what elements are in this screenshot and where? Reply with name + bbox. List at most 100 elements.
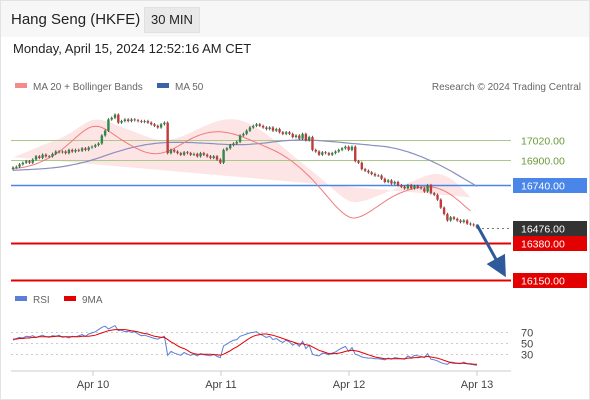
candle-body xyxy=(324,152,327,154)
candle-body xyxy=(44,154,48,157)
candle-body xyxy=(156,125,159,128)
candle-body xyxy=(133,119,136,121)
x-tick-label: Apr 13 xyxy=(461,379,493,391)
candle-body xyxy=(248,127,252,131)
timeframe-selector[interactable]: 30 MIN xyxy=(144,7,200,33)
rsi-ma-legend-swatch xyxy=(64,296,76,301)
level-tag-support xyxy=(513,236,587,251)
level-value: 16476.00 xyxy=(521,224,565,236)
candle-body xyxy=(373,173,377,176)
candle-body xyxy=(396,181,400,186)
candle-body xyxy=(275,129,278,131)
bollinger-legend-swatch xyxy=(15,83,27,88)
candle-body xyxy=(186,152,189,154)
candle-body xyxy=(94,145,97,147)
candle-body xyxy=(107,119,110,131)
candle-body xyxy=(294,135,298,138)
forecast-arrow xyxy=(475,224,506,278)
candle-body xyxy=(219,159,222,163)
candle-body xyxy=(423,188,426,192)
bollinger-legend-label: MA 20 + Bollinger Bands xyxy=(33,82,143,93)
candle-body xyxy=(202,153,206,155)
level-tag-last xyxy=(513,221,587,236)
candle-body xyxy=(123,119,127,122)
candle-body xyxy=(140,121,143,122)
candle-body xyxy=(311,137,314,150)
candle-body xyxy=(265,127,268,130)
candle-body xyxy=(472,224,475,226)
candle-body xyxy=(41,154,44,158)
rsi-tick-label: 50 xyxy=(521,339,533,351)
candle-body xyxy=(419,187,423,189)
candle-body xyxy=(380,175,383,179)
candle-body xyxy=(452,217,456,219)
candle-body xyxy=(367,170,370,173)
candle-body xyxy=(28,161,31,163)
candle-body xyxy=(377,175,380,177)
candle-body xyxy=(196,153,199,157)
candle-body xyxy=(222,149,225,163)
x-tick-label: Apr 10 xyxy=(77,379,109,391)
candle-body xyxy=(469,223,472,225)
candle-body xyxy=(228,145,232,149)
candle-body xyxy=(301,133,304,139)
instrument-title: Hang Seng (HKFE) xyxy=(11,11,141,28)
level-tag-pivot xyxy=(513,178,587,193)
candle-body xyxy=(433,193,436,195)
candle-body xyxy=(153,124,156,126)
candle-body xyxy=(347,146,350,150)
candle-body xyxy=(103,130,107,136)
candle-body xyxy=(173,149,176,152)
candle-body xyxy=(291,133,294,138)
candle-body xyxy=(15,166,18,168)
candle-body xyxy=(331,153,334,155)
level-value: 16900.00 xyxy=(521,156,565,168)
candle-body xyxy=(18,164,21,167)
candle-body xyxy=(446,214,449,221)
candle-body xyxy=(439,199,443,208)
candle-body xyxy=(146,121,150,123)
chart-datetime: Monday, April 15, 2024 12:52:16 AM CET xyxy=(13,41,252,56)
candle-body xyxy=(413,185,416,189)
candle-body xyxy=(126,119,130,122)
candle-body xyxy=(215,156,219,160)
candle-body xyxy=(21,162,25,165)
candle-body xyxy=(100,135,104,144)
level-value: 16150.00 xyxy=(521,276,565,288)
candle-body xyxy=(354,146,357,162)
candle-body xyxy=(209,156,212,158)
candle-body xyxy=(393,181,396,184)
candle-body xyxy=(281,132,285,134)
candle-body xyxy=(130,119,133,122)
candle-body xyxy=(360,162,364,170)
candle-body xyxy=(54,151,57,154)
candle-body xyxy=(252,125,255,128)
candle-body xyxy=(400,185,403,187)
candle-body xyxy=(225,148,229,150)
x-tick-label: Apr 11 xyxy=(205,379,237,391)
level-tag-support xyxy=(513,273,587,288)
candle-body xyxy=(436,194,439,200)
copyright-label: Research © 2024 Trading Central xyxy=(432,82,581,93)
rsi-ma-legend-label: 9MA xyxy=(82,295,103,306)
candle-body xyxy=(77,149,81,151)
candle-body xyxy=(255,124,258,126)
candle-body xyxy=(307,137,311,141)
candle-body xyxy=(71,149,74,152)
candle-body xyxy=(64,151,67,154)
x-tick-label: Apr 12 xyxy=(333,379,365,391)
candle-body xyxy=(232,143,235,146)
candle-body xyxy=(383,178,387,182)
candle-body xyxy=(271,127,275,131)
rsi-tick-label: 70 xyxy=(521,328,533,340)
candle-body xyxy=(390,180,393,184)
candle-body xyxy=(370,172,373,174)
candle-body xyxy=(182,152,186,155)
candle-body xyxy=(159,124,163,128)
candle-body xyxy=(67,149,71,154)
candle-body xyxy=(11,167,15,170)
candle-body xyxy=(205,154,209,157)
candle-body xyxy=(136,120,140,122)
candle-body xyxy=(110,117,113,120)
